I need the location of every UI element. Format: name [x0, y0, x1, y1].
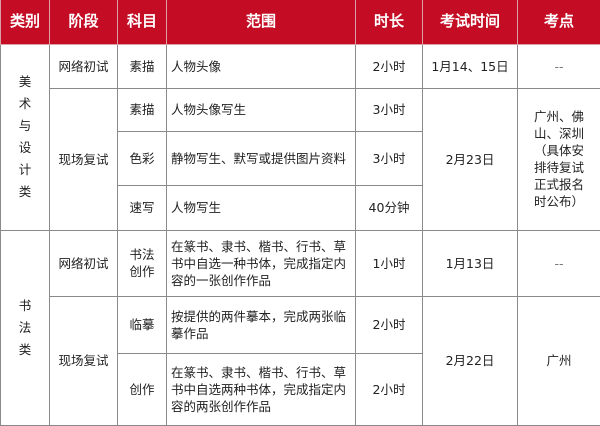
category-cell: 书法类	[1, 230, 50, 425]
location-cell: --	[518, 230, 600, 296]
subject-cell: 速写	[118, 185, 167, 230]
duration-cell: 3小时	[356, 88, 423, 131]
subject-cell: 色彩	[118, 131, 167, 185]
table-row: 现场复试 临摹 按提供的两件摹本，完成两张临摹作品 2小时 2月22日 广州	[1, 296, 600, 353]
scope-cell: 静物写生、默写或提供图片资料	[167, 131, 356, 185]
header-stage: 阶段	[50, 0, 118, 44]
header-row: 类别 阶段 科目 范围 时长 考试时间 考点	[1, 0, 600, 44]
subject-cell: 素描	[118, 44, 167, 88]
duration-cell: 40分钟	[356, 185, 423, 230]
duration-cell: 2小时	[356, 296, 423, 353]
scope-cell: 人物写生	[167, 185, 356, 230]
scope-cell: 按提供的两件摹本，完成两张临摹作品	[167, 296, 356, 353]
date-cell: 1月14、15日	[423, 44, 518, 88]
duration-cell: 2小时	[356, 44, 423, 88]
header-category: 类别	[1, 0, 50, 44]
scope-cell: 在篆书、隶书、楷书、行书、草书中自选一种书体，完成指定内容的一张创作作品	[167, 230, 356, 296]
date-cell: 2月22日	[423, 296, 518, 425]
table-row: 现场复试 素描 人物头像写生 3小时 2月23日 广州、佛山、深圳（具体安排待复…	[1, 88, 600, 131]
stage-cell: 网络初试	[50, 230, 118, 296]
subject-cell: 临摹	[118, 296, 167, 353]
scope-cell: 人物头像	[167, 44, 356, 88]
subject-cell: 素描	[118, 88, 167, 131]
location-cell: 广州	[518, 296, 600, 425]
location-cell: --	[518, 44, 600, 88]
header-scope: 范围	[167, 0, 356, 44]
scope-cell: 人物头像写生	[167, 88, 356, 131]
date-cell: 2月23日	[423, 88, 518, 230]
header-exam-date: 考试时间	[423, 0, 518, 44]
category-cell: 美术与设计类	[1, 44, 50, 230]
duration-cell: 3小时	[356, 131, 423, 185]
header-location: 考点	[518, 0, 600, 44]
subject-cell: 书法创作	[118, 230, 167, 296]
header-duration: 时长	[356, 0, 423, 44]
header-subject: 科目	[118, 0, 167, 44]
stage-cell: 现场复试	[50, 296, 118, 425]
stage-cell: 网络初试	[50, 44, 118, 88]
table-row: 美术与设计类 网络初试 素描 人物头像 2小时 1月14、15日 --	[1, 44, 600, 88]
stage-cell: 现场复试	[50, 88, 118, 230]
location-cell: 广州、佛山、深圳（具体安排待复试正式报名时公布）	[518, 88, 600, 230]
duration-cell: 2小时	[356, 353, 423, 425]
duration-cell: 1小时	[356, 230, 423, 296]
table-row: 书法类 网络初试 书法创作 在篆书、隶书、楷书、行书、草书中自选一种书体，完成指…	[1, 230, 600, 296]
scope-cell: 在篆书、隶书、楷书、行书、草书中自选两种书体，完成指定内容的两张创作作品	[167, 353, 356, 425]
date-cell: 1月13日	[423, 230, 518, 296]
subject-cell: 创作	[118, 353, 167, 425]
